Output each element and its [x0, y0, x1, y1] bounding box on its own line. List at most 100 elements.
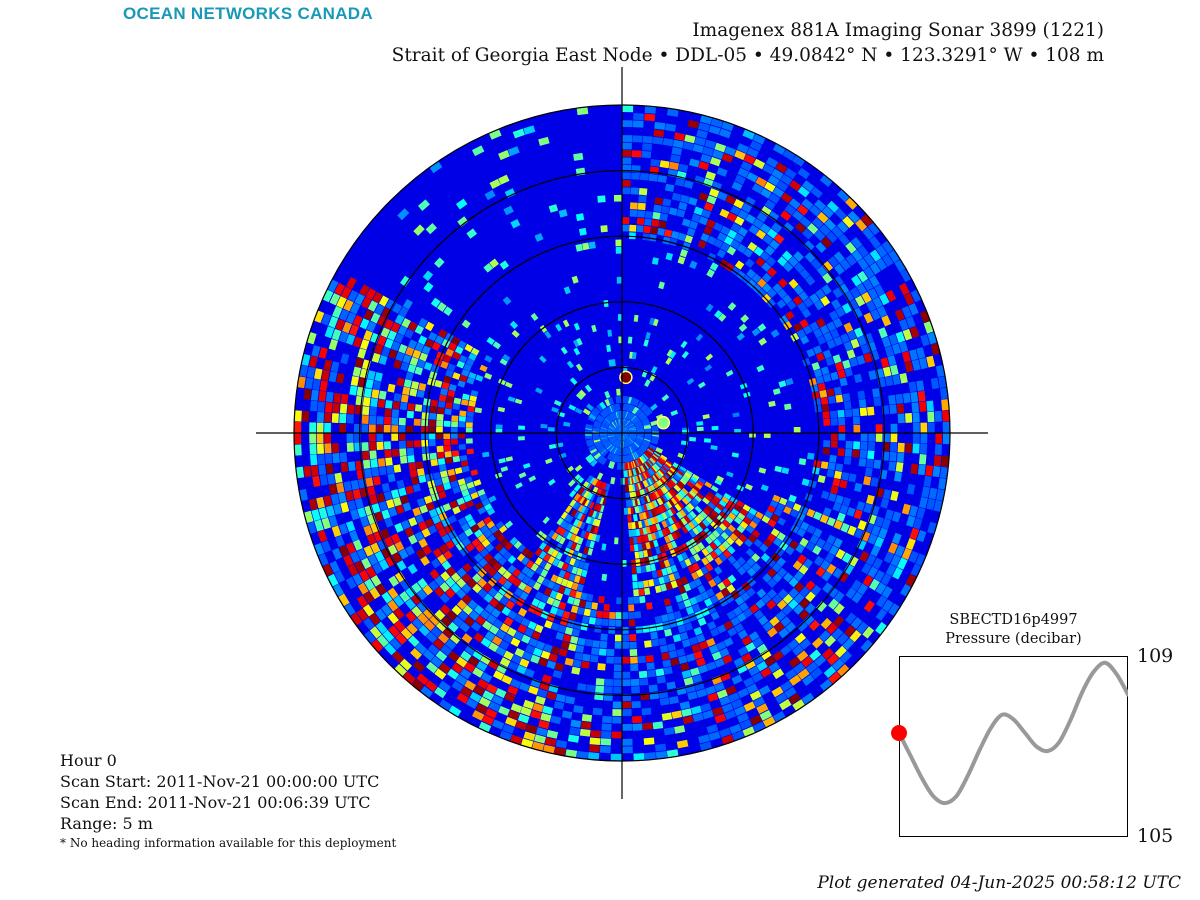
sonar-cell — [366, 533, 377, 545]
sonar-cell — [590, 459, 598, 467]
sonar-cell — [361, 557, 372, 570]
sonar-cell — [653, 204, 662, 213]
sonar-cell — [639, 558, 646, 566]
sonar-cell — [736, 663, 748, 674]
sonar-cell — [356, 608, 369, 621]
sonar-cell — [530, 654, 541, 664]
sonar-cell — [376, 424, 384, 433]
sonar-cell — [489, 597, 499, 608]
sonar-cell — [719, 727, 732, 738]
sonar-cell — [826, 200, 840, 213]
sonar-cell — [562, 521, 570, 530]
sonar-cell — [591, 409, 600, 417]
sonar-cell — [613, 679, 622, 687]
sonar-cell — [553, 701, 565, 710]
sonar-cell — [583, 562, 590, 570]
sonar-cell — [444, 451, 452, 458]
sonar-cell — [390, 322, 401, 333]
sonar-cell — [467, 599, 478, 610]
sonar-cell — [762, 272, 772, 283]
inset-title: SBECTD16p4997 — [949, 612, 1078, 628]
sonar-cell — [696, 633, 706, 643]
sonar-cell — [710, 611, 720, 621]
sonar-cell — [593, 420, 602, 427]
sonar-cell — [347, 404, 355, 415]
sonar-cell — [486, 336, 495, 346]
sonar-cell — [324, 412, 332, 423]
sonar-cell — [468, 486, 477, 495]
sonar-cell — [882, 599, 894, 612]
sonar-cell — [901, 503, 911, 515]
sonar-cell — [676, 648, 686, 657]
sonar-cell — [573, 510, 581, 519]
sonar-cell — [831, 658, 845, 671]
sonar-cell — [382, 629, 395, 643]
sonar-cell — [739, 508, 749, 517]
sonar-cell — [734, 538, 744, 547]
sonar-cell — [831, 299, 842, 310]
sonar-cell — [376, 441, 384, 450]
sonar-cell — [448, 705, 462, 717]
sonar-cell — [381, 547, 392, 559]
sonar-cell — [385, 555, 396, 567]
sonar-cell — [743, 248, 754, 258]
sonar-cell — [927, 521, 937, 534]
sonar-cell — [756, 643, 768, 654]
sonar-cell — [309, 443, 317, 455]
inset-chart-titles: SBECTD16p4997 Pressure (decibar) — [899, 611, 1128, 649]
sonar-cell — [367, 486, 376, 496]
sonar-cell — [913, 422, 920, 433]
sonar-cell — [438, 464, 447, 472]
sonar-cell — [485, 708, 498, 719]
sonar-cell — [833, 251, 845, 263]
sonar-cell — [737, 687, 750, 699]
sonar-cell — [331, 525, 342, 538]
sonar-cell — [838, 417, 846, 426]
sonar-cell — [692, 485, 701, 493]
sonar-cell — [360, 339, 370, 350]
sonar-cell — [356, 595, 369, 608]
sonar-cell — [294, 444, 302, 456]
sonar-cell — [661, 494, 669, 503]
sonar-cell — [719, 208, 730, 219]
sonar-cell — [429, 412, 437, 420]
sonar-cell — [692, 603, 701, 613]
sonar-cell — [364, 578, 375, 591]
sonar-cell — [392, 303, 403, 314]
sonar-cell — [465, 438, 473, 444]
sonar-cell — [543, 643, 553, 653]
sonar-cell — [465, 422, 473, 428]
sonar-cell — [552, 583, 561, 592]
sonar-cell — [651, 524, 658, 533]
sonar-cell — [524, 668, 535, 678]
sonar-cell — [434, 335, 444, 345]
sonar-cell — [762, 621, 774, 632]
sonar-cell — [822, 411, 830, 419]
sonar-cell — [574, 543, 581, 552]
sonar-cell — [399, 591, 411, 603]
sonar-cell — [410, 593, 422, 605]
sonar-cell — [633, 753, 645, 761]
sonar-cell — [745, 642, 756, 653]
sonar-cell — [333, 392, 342, 404]
sonar-cell — [725, 195, 736, 205]
sonar-cell — [482, 620, 493, 631]
sonar-cell — [654, 122, 666, 130]
sonar-cell — [767, 288, 777, 298]
sonar-cell — [882, 489, 892, 500]
sonar-cell — [670, 477, 678, 486]
sonar-cell — [881, 586, 893, 599]
sonar-cell — [318, 507, 328, 520]
sonar-cell — [636, 217, 645, 225]
sonar-cell — [552, 599, 561, 608]
sonar-cell — [475, 703, 488, 714]
sonar-cell — [354, 293, 365, 306]
sonar-cell — [806, 348, 816, 358]
sonar-cell — [752, 654, 764, 665]
sonar-cell — [331, 328, 342, 341]
sonar-cell — [737, 167, 749, 178]
sonar-cell — [399, 658, 413, 671]
sonar-cell — [579, 728, 591, 737]
sonar-cell — [762, 716, 776, 728]
sonar-cell — [833, 615, 845, 628]
